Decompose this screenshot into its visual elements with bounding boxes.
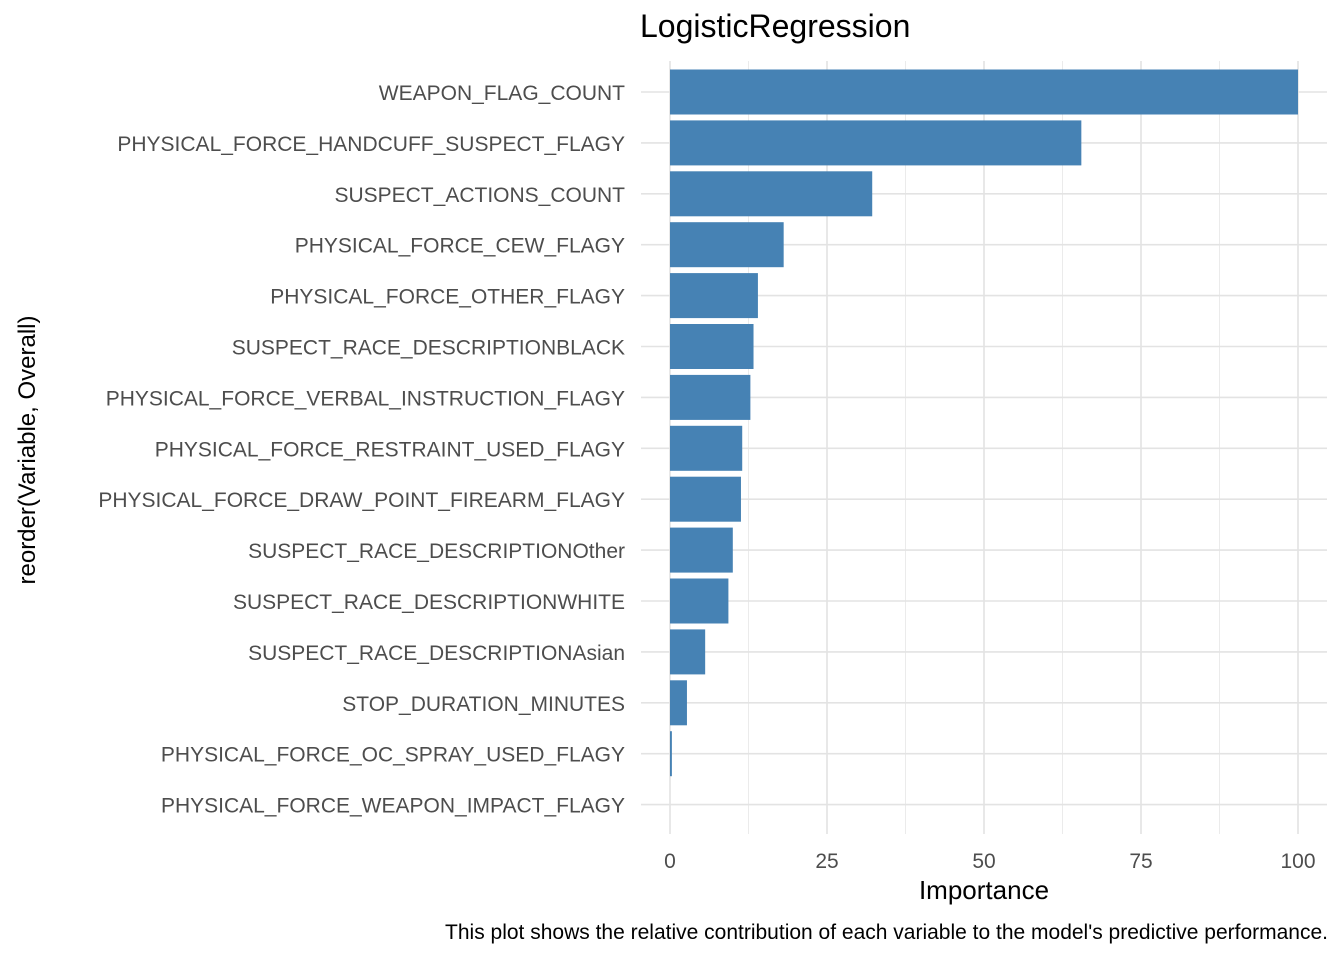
bar bbox=[670, 629, 706, 675]
bar bbox=[670, 374, 751, 420]
chart-title: LogisticRegression bbox=[640, 8, 911, 44]
bar bbox=[670, 222, 784, 268]
x-tick-label: 75 bbox=[1129, 850, 1152, 873]
x-tick-label: 100 bbox=[1280, 850, 1315, 873]
bar bbox=[670, 476, 741, 522]
x-tick-label: 25 bbox=[815, 850, 838, 873]
bar bbox=[670, 527, 733, 573]
bar bbox=[670, 680, 687, 726]
category-label: PHYSICAL_FORCE_CEW_FLAGY bbox=[295, 235, 625, 258]
bar bbox=[670, 171, 873, 217]
category-label: PHYSICAL_FORCE_WEAPON_IMPACT_FLAGY bbox=[161, 795, 625, 818]
bar bbox=[670, 425, 743, 471]
category-label: SUSPECT_RACE_DESCRIPTIONAsian bbox=[248, 642, 625, 665]
category-label: SUSPECT_RACE_DESCRIPTIONOther bbox=[248, 540, 625, 563]
x-tick-label: 0 bbox=[664, 850, 676, 873]
x-tick-labels: 0 25 50 75 100 bbox=[664, 850, 1315, 873]
category-label: PHYSICAL_FORCE_HANDCUFF_SUSPECT_FLAGY bbox=[117, 133, 625, 156]
category-label: PHYSICAL_FORCE_OTHER_FLAGY bbox=[270, 286, 625, 309]
bar bbox=[670, 69, 1298, 115]
category-label: SUSPECT_RACE_DESCRIPTIONBLACK bbox=[232, 337, 625, 360]
category-label: SUSPECT_RACE_DESCRIPTIONWHITE bbox=[233, 591, 625, 614]
category-labels: WEAPON_FLAG_COUNT PHYSICAL_FORCE_HANDCUFF… bbox=[98, 82, 625, 818]
category-label: PHYSICAL_FORCE_OC_SPRAY_USED_FLAGY bbox=[161, 744, 625, 767]
bars bbox=[670, 69, 1298, 777]
category-label: WEAPON_FLAG_COUNT bbox=[379, 82, 625, 105]
category-label: SUSPECT_ACTIONS_COUNT bbox=[334, 184, 625, 207]
x-tick-label: 50 bbox=[972, 850, 995, 873]
bar bbox=[670, 120, 1082, 166]
bar bbox=[670, 731, 672, 777]
chart-caption: This plot shows the relative contributio… bbox=[445, 921, 1328, 944]
bar bbox=[670, 273, 758, 319]
category-label: PHYSICAL_FORCE_VERBAL_INSTRUCTION_FLAGY bbox=[106, 387, 625, 410]
y-axis-label: reorder(Variable, Overall) bbox=[14, 315, 41, 585]
category-label: STOP_DURATION_MINUTES bbox=[342, 693, 625, 716]
category-label: PHYSICAL_FORCE_RESTRAINT_USED_FLAGY bbox=[155, 438, 625, 461]
x-axis-label: Importance bbox=[918, 875, 1050, 905]
bar bbox=[670, 578, 729, 624]
category-label: PHYSICAL_FORCE_DRAW_POINT_FIREARM_FLAGY bbox=[98, 489, 625, 512]
bar bbox=[670, 324, 754, 369]
